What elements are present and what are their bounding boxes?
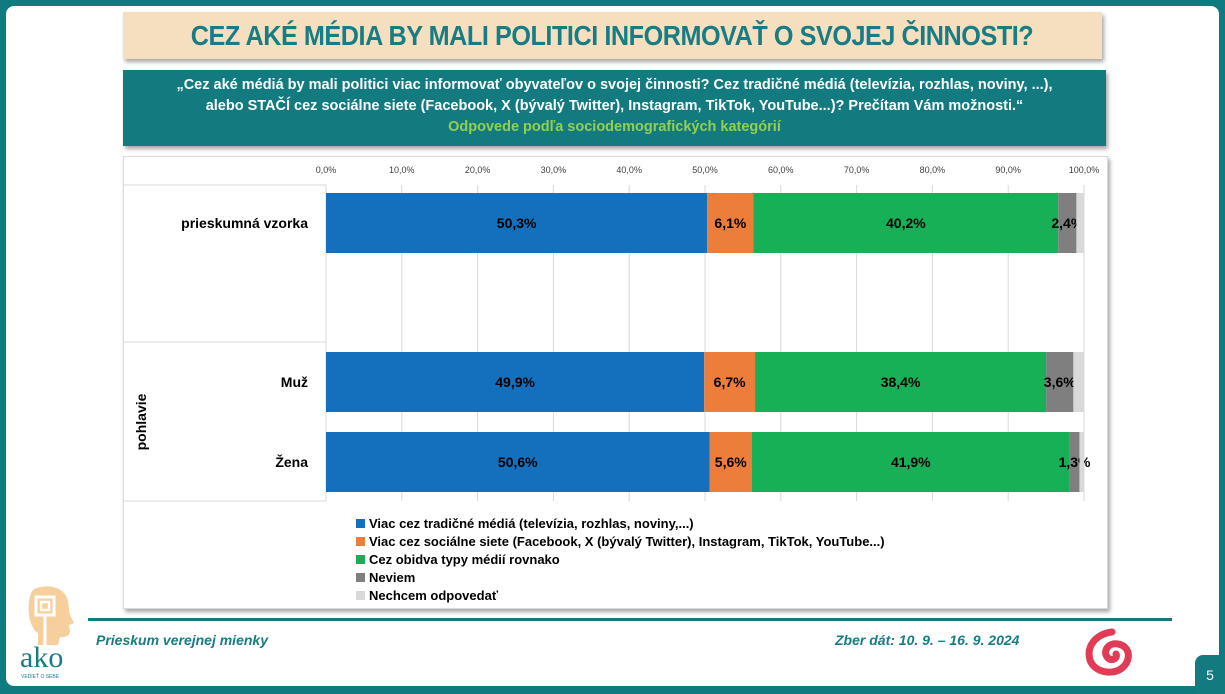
- data-label: 6,1%: [714, 215, 746, 231]
- page-number: 5: [1195, 655, 1225, 694]
- question-line-2: alebo STAČÍ cez sociálne siete (Facebook…: [205, 98, 1024, 114]
- category-group-label: pohlavie: [133, 393, 149, 450]
- footer-survey-label: Prieskum verejnej mienky: [96, 632, 268, 648]
- data-label: 6,7%: [714, 374, 746, 390]
- x-tick-label: 60,0%: [768, 165, 794, 175]
- data-label: 49,9%: [495, 374, 535, 390]
- data-label: 38,4%: [881, 374, 921, 390]
- data-label: 41,9%: [891, 454, 931, 470]
- question-banner: „Cez aké médiá by mali politici viac inf…: [123, 70, 1106, 146]
- x-tick-label: 50,0%: [692, 165, 718, 175]
- legend-item: Cez obidva typy médií rovnako: [356, 550, 885, 568]
- x-tick-label: 20,0%: [465, 165, 491, 175]
- legend-swatch: [356, 518, 365, 528]
- x-tick-label: 40,0%: [616, 165, 642, 175]
- category-label: prieskumná vzorka: [181, 215, 308, 231]
- data-label: 1,3%: [1059, 454, 1091, 470]
- legend-swatch: [356, 572, 365, 582]
- bar-segment: [707, 193, 754, 253]
- x-tick-label: 10,0%: [389, 165, 415, 175]
- legend-label: Viac cez tradičné médiá (televízia, rozh…: [369, 515, 694, 531]
- legend-label: Cez obidva typy médií rovnako: [369, 551, 560, 567]
- legend-label: Viac cez sociálne siete (Facebook, X (bý…: [369, 533, 885, 549]
- chart-legend: Viac cez tradičné médiá (televízia, rozh…: [356, 514, 885, 604]
- legend-swatch: [356, 590, 365, 600]
- legend-item: Nechcem odpovedať: [356, 586, 885, 604]
- title-banner: CEZ AKÉ MÉDIA BY MALI POLITICI INFORMOVA…: [123, 12, 1102, 59]
- x-tick-label: 70,0%: [844, 165, 870, 175]
- bar-segment: [1046, 352, 1074, 412]
- stacked-bar-chart: 0,0% 10,0% 20,0% 30,0% 40,0% 50,0% 60,0% 70,0% 8…: [123, 156, 1108, 609]
- bar-segment: [326, 193, 708, 253]
- x-tick-label: 100,0%: [1069, 165, 1100, 175]
- swirl-logo-icon: [1085, 628, 1132, 676]
- bar-segment: [1069, 432, 1080, 492]
- bar-segment: [326, 352, 705, 412]
- logo-tagline: VEDIEŤ O SEBE: [21, 672, 60, 680]
- bar-segment: [1076, 193, 1084, 253]
- bar-segment: [751, 432, 1070, 492]
- data-label: 5,6%: [715, 454, 747, 470]
- data-label: 3,6%: [1044, 374, 1076, 390]
- footer-divider: [88, 618, 1172, 621]
- x-tick-label: 90,0%: [995, 165, 1021, 175]
- chart-plot: 0,0% 10,0% 20,0% 30,0% 40,0% 50,0% 60,0% 70,0% 8…: [124, 165, 1100, 502]
- data-label: 40,2%: [886, 215, 926, 231]
- legend-label: Neviem: [369, 569, 416, 585]
- bar-segment: [326, 432, 710, 492]
- legend-item: Viac cez tradičné médiá (televízia, rozh…: [356, 514, 885, 532]
- data-label: 50,6%: [498, 454, 538, 470]
- legend-item: Neviem: [356, 568, 885, 586]
- bar-segment: [1079, 432, 1084, 492]
- bar-segment: [1073, 352, 1084, 412]
- legend-item: Viac cez sociálne siete (Facebook, X (bý…: [356, 532, 885, 550]
- legend-swatch: [356, 536, 365, 546]
- logo-text: ako: [20, 641, 63, 674]
- bar-segment: [704, 352, 756, 412]
- bar-segment: [755, 352, 1047, 412]
- question-subtitle: Odpovede podľa sociodemografických kateg…: [448, 119, 781, 135]
- page-title: CEZ AKÉ MÉDIA BY MALI POLITICI INFORMOVA…: [191, 19, 1034, 51]
- question-line-1: „Cez aké médiá by mali politici viac inf…: [176, 77, 1053, 93]
- category-label: Žena: [275, 453, 308, 470]
- data-label: 50,3%: [497, 215, 537, 231]
- ako-logo-icon: ako VEDIEŤ O SEBE: [20, 586, 74, 680]
- category-label: Muž: [281, 374, 308, 390]
- legend-label: Nechcem odpovedať: [369, 587, 499, 603]
- x-tick-label: 30,0%: [541, 165, 567, 175]
- data-label: 2,4%: [1051, 215, 1083, 231]
- footer-collection-date: Zber dát: 10. 9. – 16. 9. 2024: [835, 632, 1020, 648]
- legend-swatch: [356, 554, 365, 564]
- bar-segment: [709, 432, 752, 492]
- bar-segment: [753, 193, 1059, 253]
- x-tick-label: 0,0%: [316, 165, 337, 175]
- x-tick-label: 80,0%: [920, 165, 946, 175]
- bar-segment: [1058, 193, 1077, 253]
